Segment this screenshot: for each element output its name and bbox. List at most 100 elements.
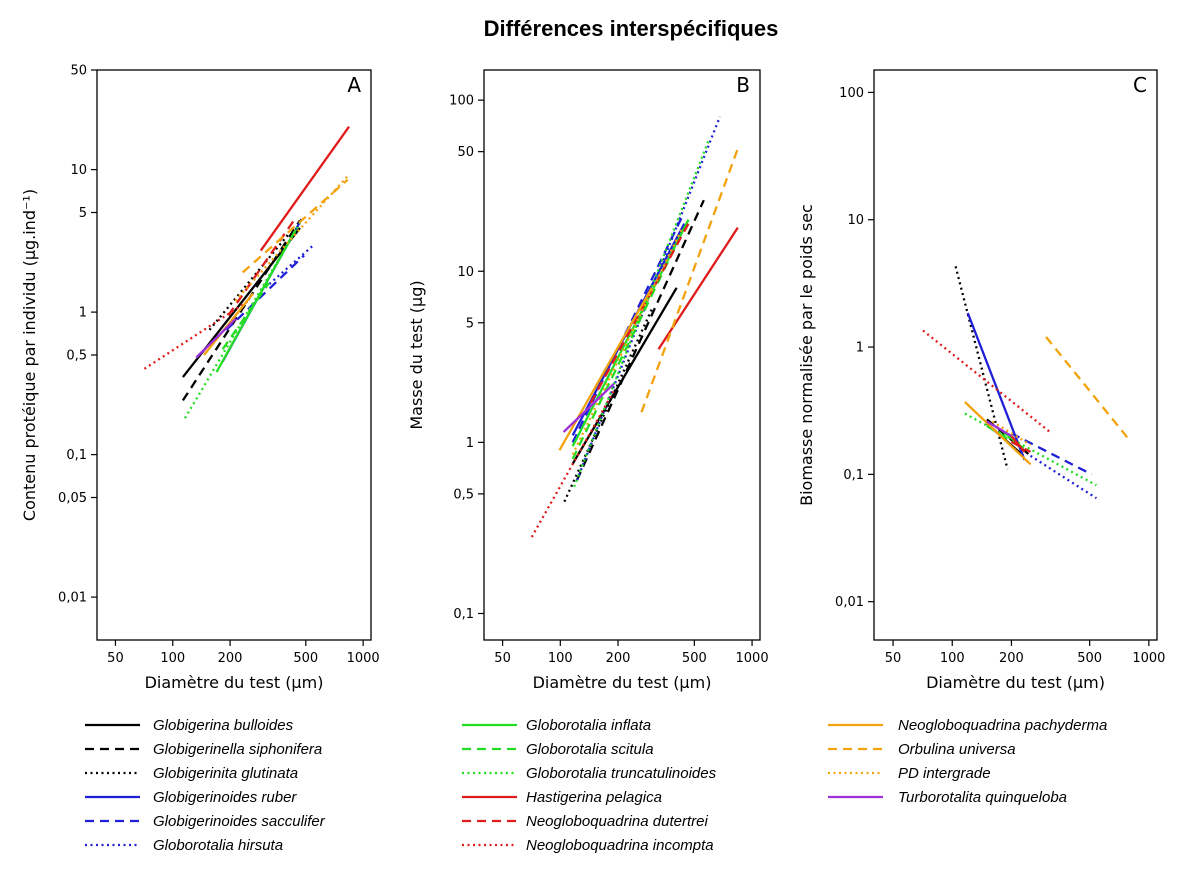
x-tick-label: 200: [999, 651, 1024, 666]
legend-label-globorotalia-truncatulinoides: Globorotalia truncatulinoides: [526, 765, 717, 782]
y-tick-label: 100: [839, 86, 864, 101]
y-tick-label: 5: [466, 316, 474, 331]
series-line-globigerinita-glutinata: [208, 233, 290, 331]
series-line-orbulina-universa: [640, 148, 739, 413]
legend-label-pd-intergrade: PD intergrade: [898, 765, 991, 782]
series-line-globorotalia-hirsuta: [1029, 454, 1098, 500]
y-tick-label: 10: [847, 213, 864, 228]
series-line-neogloboquadrina-dutertrei: [1010, 440, 1032, 453]
legend-label-globorotalia-scitula: Globorotalia scitula: [526, 741, 654, 758]
series-line-globorotalia-truncatulinoides: [184, 222, 301, 419]
legend-label-hastigerina-pelagica: Hastigerina pelagica: [526, 789, 662, 806]
y-tick-label: 0,5: [66, 349, 87, 364]
y-tick-label: 1: [79, 306, 87, 321]
y-tick-label: 0,05: [58, 491, 87, 506]
panel-b: 50 100 200 500 1000 0,1 0,5 1 5 10 50 100 Diamètre d…: [407, 69, 769, 692]
legend-label-neogloboquadrina-incompta: Neogloboquadrina incompta: [526, 837, 714, 854]
series-line-globorotalia-hirsuta: [575, 116, 721, 481]
series-line-orbulina-universa: [241, 178, 349, 274]
legend-label-globigerinella-siphonifera: Globigerinella siphonifera: [153, 741, 322, 758]
y-axis-label: Biomasse normalisée par le poids sec: [797, 204, 816, 506]
x-tick-label: 100: [940, 651, 965, 666]
panel-letter: A: [347, 73, 361, 97]
series-group: [922, 266, 1130, 500]
series-line-neogloboquadrina-pachyderma: [203, 292, 254, 356]
series-line-neogloboquadrina-pachyderma: [558, 287, 653, 451]
y-tick-label: 0,1: [843, 468, 864, 483]
series-line-hastigerina-pelagica: [1010, 435, 1026, 453]
legend-label-turborotalita-quinqueloba: Turborotalita quinqueloba: [898, 789, 1067, 806]
series-line-globorotalia-inflata: [215, 228, 297, 373]
legend-label-neogloboquadrina-dutertrei: Neogloboquadrina dutertrei: [526, 813, 708, 830]
series-line-globigerinoides-ruber: [966, 312, 1026, 461]
series-line-pd-intergrade: [991, 420, 1032, 446]
series-line-globigerinoides-sacculifer: [225, 254, 305, 331]
series-line-globorotalia-truncatulinoides: [964, 412, 1097, 487]
y-tick-label: 5: [79, 206, 87, 221]
series-line-globigerinella-siphonifera: [575, 199, 705, 481]
series-line-neogloboquadrina-incompta: [143, 299, 250, 370]
y-tick-label: 1: [466, 436, 474, 451]
legend-label-globigerinita-glutinata: Globigerinita glutinata: [153, 765, 298, 782]
legend-label-globigerina-bulloides: Globigerina bulloides: [153, 717, 294, 734]
series-line-hastigerina-pelagica: [259, 126, 350, 252]
y-tick-label: 10: [457, 265, 474, 280]
x-tick-label: 100: [548, 651, 573, 666]
x-tick-label: 500: [293, 651, 318, 666]
series-line-globigerinita-glutinata: [954, 266, 1009, 470]
y-tick-label: 1: [856, 341, 864, 356]
series-line-globigerinita-glutinata: [563, 308, 653, 503]
series-group: [530, 116, 739, 538]
figure-title: Différences interspécifiques: [484, 16, 779, 41]
y-tick-label: 10: [70, 163, 87, 178]
series-line-orbulina-universa: [1045, 336, 1130, 440]
legend-label-globigerinoides-sacculifer: Globigerinoides sacculifer: [153, 813, 326, 830]
series-group: [143, 126, 350, 419]
x-tick-label: 500: [682, 651, 707, 666]
legend-label-orbulina-universa: Orbulina universa: [898, 741, 1016, 758]
x-tick-label: 100: [160, 651, 185, 666]
x-tick-label: 1000: [347, 651, 380, 666]
x-axis-label: Diamètre du test (µm): [533, 673, 712, 692]
series-line-globigerina-bulloides: [571, 287, 678, 465]
y-tick-label: 0,5: [453, 487, 474, 502]
y-tick-label: 50: [457, 145, 474, 160]
series-line-globigerinoides-sacculifer: [1010, 432, 1093, 476]
series-line-turborotalita-quinqueloba: [562, 382, 615, 433]
y-tick-label: 0,01: [835, 595, 864, 610]
x-tick-label: 500: [1077, 651, 1102, 666]
panel-letter: C: [1133, 73, 1147, 97]
x-tick-label: 200: [218, 651, 243, 666]
series-line-hastigerina-pelagica: [657, 226, 739, 350]
panels: 50 100 200 500 1000 0,01 0,05 0,1 0,5 1 5 10 50 Diamè…: [20, 64, 1165, 693]
x-tick-label: 50: [885, 651, 902, 666]
x-tick-label: 1000: [736, 651, 769, 666]
series-line-pd-intergrade: [234, 175, 349, 302]
panel-a: 50 100 200 500 1000 0,01 0,05 0,1 0,5 1 5 10 50 Diamè…: [20, 64, 380, 693]
series-line-neogloboquadrina-pachyderma: [964, 401, 1032, 466]
x-tick-label: 50: [494, 651, 511, 666]
series-line-turborotalita-quinqueloba: [195, 317, 237, 359]
series-line-neogloboquadrina-dutertrei: [227, 217, 297, 316]
legend-label-neogloboquadrina-pachyderma: Neogloboquadrina pachyderma: [898, 717, 1107, 734]
panel-c: 50 100 200 500 1000 0,01 0,1 1 10 100 Diamètre du …: [797, 69, 1165, 692]
series-line-neogloboquadrina-incompta: [530, 390, 615, 538]
legend: Globigerina bulloides Globigerinella siph…: [85, 717, 1107, 854]
plot-frame: [483, 69, 761, 641]
legend-label-globorotalia-hirsuta: Globorotalia hirsuta: [153, 837, 283, 854]
series-line-pd-intergrade: [571, 227, 684, 456]
x-tick-label: 200: [606, 651, 631, 666]
y-tick-label: 0,1: [453, 607, 474, 622]
y-axis-label: Contenu protéique par individu (µg.ind⁻¹…: [20, 189, 39, 521]
panel-letter: B: [736, 73, 750, 97]
y-tick-label: 100: [449, 94, 474, 109]
series-line-globigerinella-siphonifera: [181, 219, 301, 402]
series-line-globorotalia-scitula: [221, 282, 270, 350]
legend-label-globorotalia-inflata: Globorotalia inflata: [526, 717, 651, 734]
y-tick-label: 0,01: [58, 591, 87, 606]
y-tick-label: 50: [70, 64, 87, 79]
legend-label-globigerinoides-ruber: Globigerinoides ruber: [153, 789, 297, 806]
series-line-neogloboquadrina-incompta: [922, 329, 1053, 435]
plot-frame: [873, 69, 1158, 641]
